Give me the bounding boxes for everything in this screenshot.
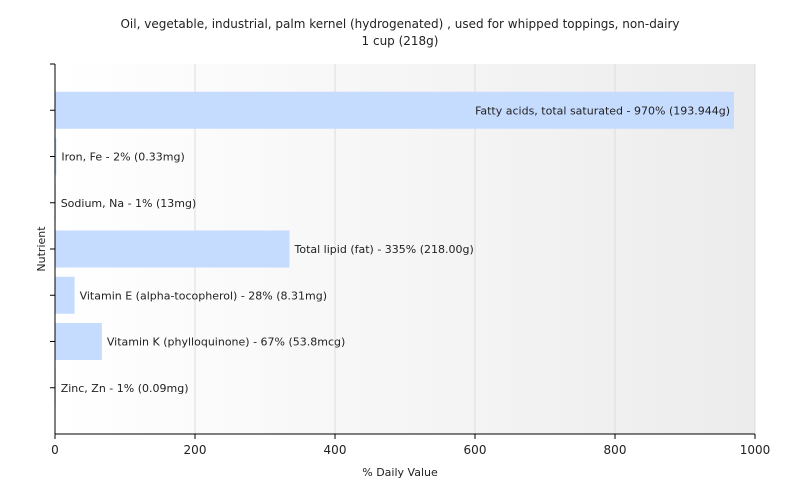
y-axis-title: Nutrient (35, 226, 48, 272)
bar-data-label: Fatty acids, total saturated - 970% (193… (475, 104, 730, 117)
bar-data-label: Zinc, Zn - 1% (0.09mg) (61, 382, 189, 395)
x-tick-label: 1000 (740, 443, 771, 457)
x-axis-title: % Daily Value (362, 466, 438, 479)
bar-data-label: Vitamin E (alpha-tocopherol) - 28% (8.31… (80, 289, 327, 302)
bar-data-label: Vitamin K (phylloquinone) - 67% (53.8mcg… (107, 336, 345, 349)
bar-data-label: Iron, Fe - 2% (0.33mg) (61, 151, 184, 164)
bar-iron-fe (55, 138, 57, 175)
bar-vitamin-e-alpha-tocopherol (55, 276, 75, 314)
x-tick-label: 0 (51, 443, 59, 457)
x-tick-label: 800 (604, 443, 627, 457)
x-tick-label: 600 (464, 443, 487, 457)
x-axis-ticks: 0 200 400 600 800 1000 (51, 434, 770, 457)
chart-subtitle: 1 cup (218g) (362, 34, 439, 48)
y-axis-ticks (50, 63, 55, 389)
bar-fatty-acids-total-saturated (55, 91, 734, 129)
bar-total-lipid-fat (55, 230, 290, 268)
bar-data-label: Sodium, Na - 1% (13mg) (61, 197, 197, 210)
x-tick-label: 400 (324, 443, 347, 457)
bar-labels: Fatty acids, total saturated - 970% (193… (61, 104, 730, 395)
x-tick-label: 200 (184, 443, 207, 457)
bar-vitamin-k-phylloquinone (55, 323, 102, 360)
bars (55, 91, 734, 407)
bar-data-label: Total lipid (fat) - 335% (218.00g) (294, 243, 474, 256)
chart-title: Oil, vegetable, industrial, palm kernel … (120, 17, 679, 31)
